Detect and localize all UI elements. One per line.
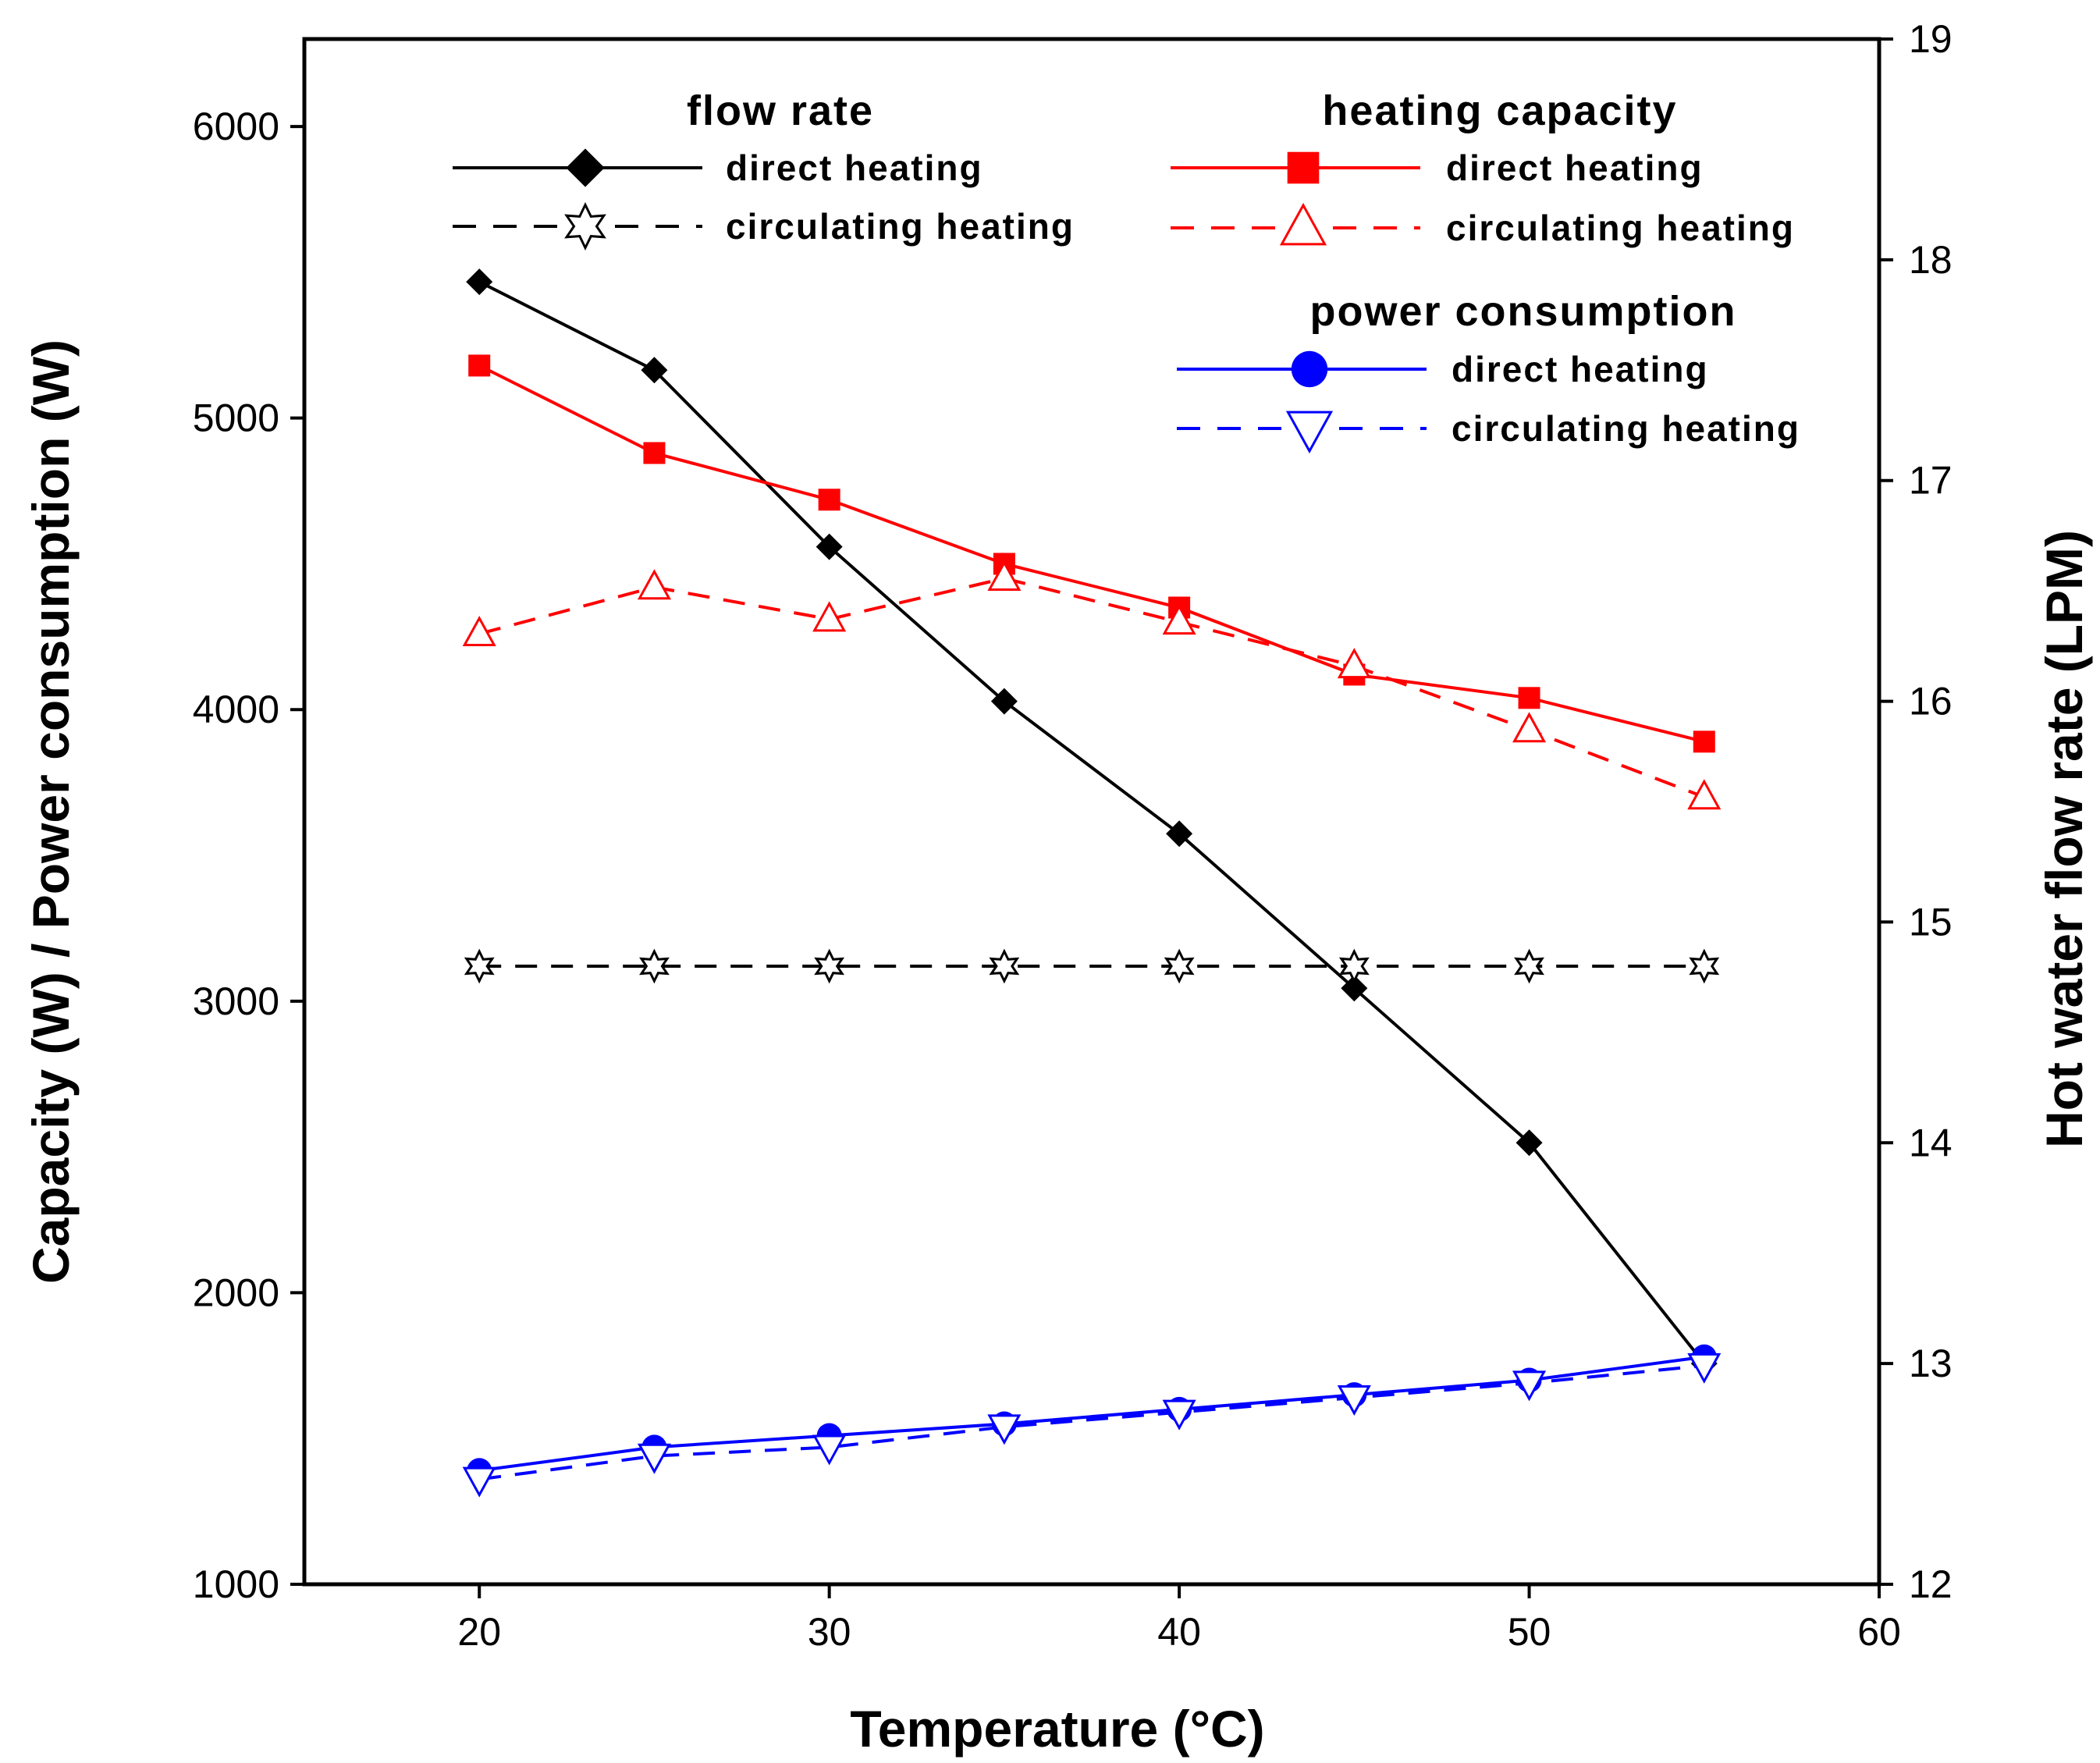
diamond-marker [1341, 975, 1368, 1002]
star-marker [989, 948, 1020, 984]
y-tick-label: 5000 [193, 396, 279, 440]
y2-axis-title: Hot water flow rate (LPM) [2035, 530, 2093, 1148]
triangle-down-marker [637, 1443, 671, 1474]
series-3 [462, 560, 1722, 810]
y2-tick-label: 12 [1909, 1562, 1953, 1606]
x-tick-label: 60 [1857, 1610, 1901, 1654]
y2-tick-label: 15 [1909, 900, 1953, 944]
legend-group-0: flow rate direct heating circulating heati… [453, 87, 1075, 251]
star-marker [464, 948, 495, 984]
legend: flow rate direct heating circulating heati… [453, 87, 1800, 454]
square-marker [818, 489, 840, 511]
series-0 [466, 268, 1718, 1377]
triangle-up-marker [637, 569, 671, 600]
series-line [478, 577, 1705, 799]
plot-frame [302, 37, 1881, 1587]
circle-marker [1291, 350, 1328, 388]
diamond-marker [466, 268, 493, 296]
x-tick-label: 20 [457, 1610, 501, 1654]
diamond-marker [1515, 1129, 1543, 1157]
star-marker [1514, 948, 1544, 984]
series-5 [462, 1352, 1722, 1498]
y2-tick-label: 14 [1909, 1121, 1953, 1164]
triangle-down-marker [462, 1466, 496, 1498]
triangle-up-marker [1512, 712, 1547, 743]
triangle-up-marker [1162, 604, 1196, 635]
triangle-up-marker [812, 601, 847, 632]
legend-label: direct heating [1452, 349, 1709, 389]
square-marker [643, 442, 666, 464]
y-axis-title: Capacity (W) / Power consumption (W) [22, 339, 80, 1284]
legend-label: circulating heating [726, 206, 1075, 247]
x-axis-title: Temperature (°C) [850, 1700, 1264, 1758]
y-tick-label: 4000 [193, 688, 279, 731]
triangle-down-marker [812, 1434, 847, 1466]
triangle-down-marker [987, 1414, 1022, 1445]
legend-label: direct heating [1446, 148, 1704, 188]
y2-tick-label: 16 [1909, 680, 1953, 723]
legend-label: circulating heating [1446, 208, 1795, 248]
series-1 [464, 948, 1720, 984]
star-marker [1164, 948, 1195, 984]
square-marker [1287, 151, 1320, 184]
square-marker [1693, 730, 1715, 753]
x-tick-label: 30 [808, 1610, 851, 1654]
y-tick-label: 1000 [193, 1562, 279, 1606]
star-marker [1338, 948, 1370, 984]
triangle-up-marker [1337, 648, 1371, 679]
triangle-up-marker [1687, 779, 1722, 810]
legend-group-1: heating capacity direct heating circulatin… [1171, 87, 1795, 248]
legend-title: power consumption [1310, 288, 1737, 335]
triangle-up-marker [1279, 202, 1327, 246]
star-marker [814, 948, 845, 984]
y-tick-label: 3000 [193, 979, 279, 1023]
series-line [478, 280, 1706, 1365]
legend-group-2: power consumption direct heating circulati… [1177, 288, 1800, 454]
diamond-marker [641, 357, 668, 384]
star-marker [639, 948, 670, 984]
diamond-marker [566, 148, 605, 187]
legend-label: direct heating [726, 148, 983, 188]
y-tick-label: 6000 [193, 105, 279, 148]
y2-tick-label: 13 [1909, 1342, 1953, 1385]
legend-label: circulating heating [1452, 408, 1800, 449]
diamond-marker [990, 688, 1018, 715]
triangle-down-marker [1162, 1399, 1196, 1431]
legend-title: heating capacity [1322, 87, 1677, 134]
series-layer [462, 268, 1722, 1498]
series-line [478, 364, 1705, 744]
triangle-down-marker [1285, 411, 1334, 454]
star-marker [1689, 948, 1720, 984]
x-tick-label: 50 [1508, 1610, 1551, 1654]
square-marker [468, 354, 491, 377]
triangle-up-marker [462, 616, 496, 647]
triangle-down-marker [1687, 1352, 1722, 1384]
square-marker [1518, 687, 1540, 709]
triangle-down-marker [1337, 1385, 1371, 1416]
triangle-down-marker [1512, 1370, 1547, 1402]
star-marker [564, 201, 606, 251]
x-tick-label: 40 [1157, 1610, 1201, 1654]
legend-title: flow rate [687, 87, 874, 134]
series-line [478, 1355, 1705, 1473]
y2-tick-label: 19 [1909, 17, 1953, 61]
y2-tick-label: 17 [1909, 459, 1953, 503]
series-line [478, 1363, 1704, 1481]
triangle-up-marker [987, 560, 1022, 592]
y-tick-label: 2000 [193, 1271, 279, 1314]
axes: 20 30 40 50 60 1000 2000 3000 4000 5000 6000 12 13 14… [193, 17, 1953, 1654]
diamond-marker [1166, 820, 1193, 848]
y2-tick-label: 18 [1909, 238, 1953, 282]
diamond-marker [815, 533, 843, 560]
